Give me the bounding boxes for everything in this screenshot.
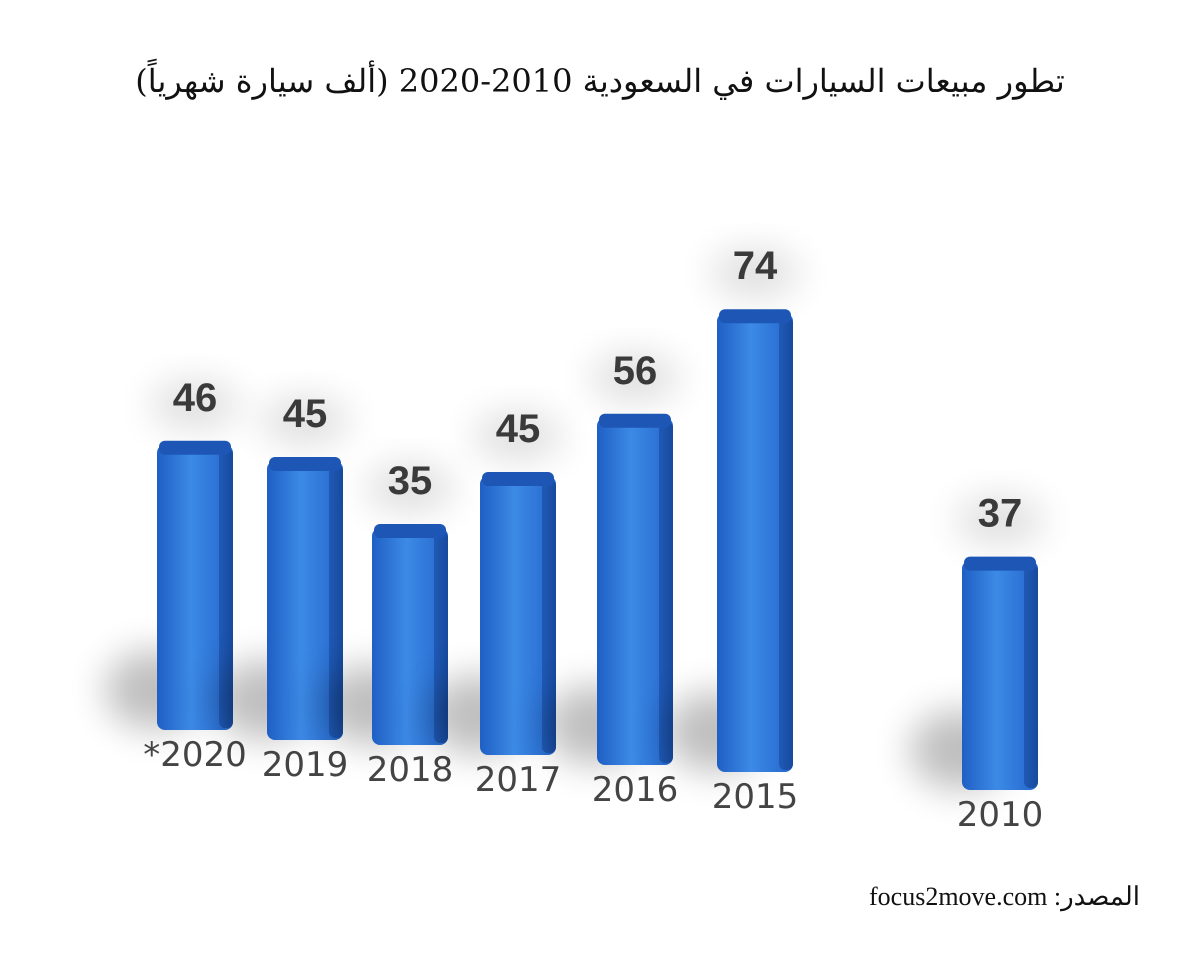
x-tick-label: 2010 <box>957 795 1044 835</box>
value-label: 56 <box>613 349 658 393</box>
x-tick-label: 2019 <box>262 745 349 785</box>
bar-shadow <box>710 248 800 299</box>
bar <box>372 528 448 745</box>
x-tick-label: 2015 <box>712 777 799 817</box>
value-label: 45 <box>496 407 541 451</box>
bar-shadow <box>955 495 1045 546</box>
bar-top <box>599 413 671 428</box>
bar-top <box>269 457 341 471</box>
x-tick-label: 2016 <box>592 770 679 810</box>
x-tick-label: *2020 <box>143 735 247 775</box>
bar <box>597 417 673 765</box>
chart-title: تطور مبيعات السيارات في السعودية 2010-20… <box>135 58 1065 100</box>
bar <box>717 313 793 772</box>
value-label: 37 <box>978 492 1023 536</box>
value-label: 35 <box>388 459 433 503</box>
bar-shadow <box>473 411 563 461</box>
bar <box>962 560 1038 790</box>
bar-side <box>659 421 673 763</box>
bar-top <box>964 556 1036 571</box>
x-tick-label: 2017 <box>475 760 562 800</box>
source-note: المصدر: focus2move.com <box>869 882 1140 912</box>
bar-side <box>542 480 556 753</box>
bar-side <box>219 448 233 728</box>
bar-top <box>482 472 554 486</box>
value-label: 45 <box>283 392 328 436</box>
bar-shadow <box>590 352 680 403</box>
bar-shadow <box>365 463 455 513</box>
bar-shadow <box>260 396 350 446</box>
x-tick-label: 2018 <box>367 750 454 790</box>
bar-top <box>374 524 446 538</box>
bar <box>480 476 556 755</box>
value-label: 46 <box>173 376 218 420</box>
bar-top <box>719 309 791 324</box>
bar-top <box>159 440 231 455</box>
bar-shadow <box>150 379 240 430</box>
bar-side <box>779 317 793 770</box>
bar-side <box>329 465 343 738</box>
value-label: 74 <box>733 244 778 288</box>
bar <box>157 444 233 730</box>
bar-side <box>1024 564 1038 788</box>
bar <box>267 461 343 740</box>
